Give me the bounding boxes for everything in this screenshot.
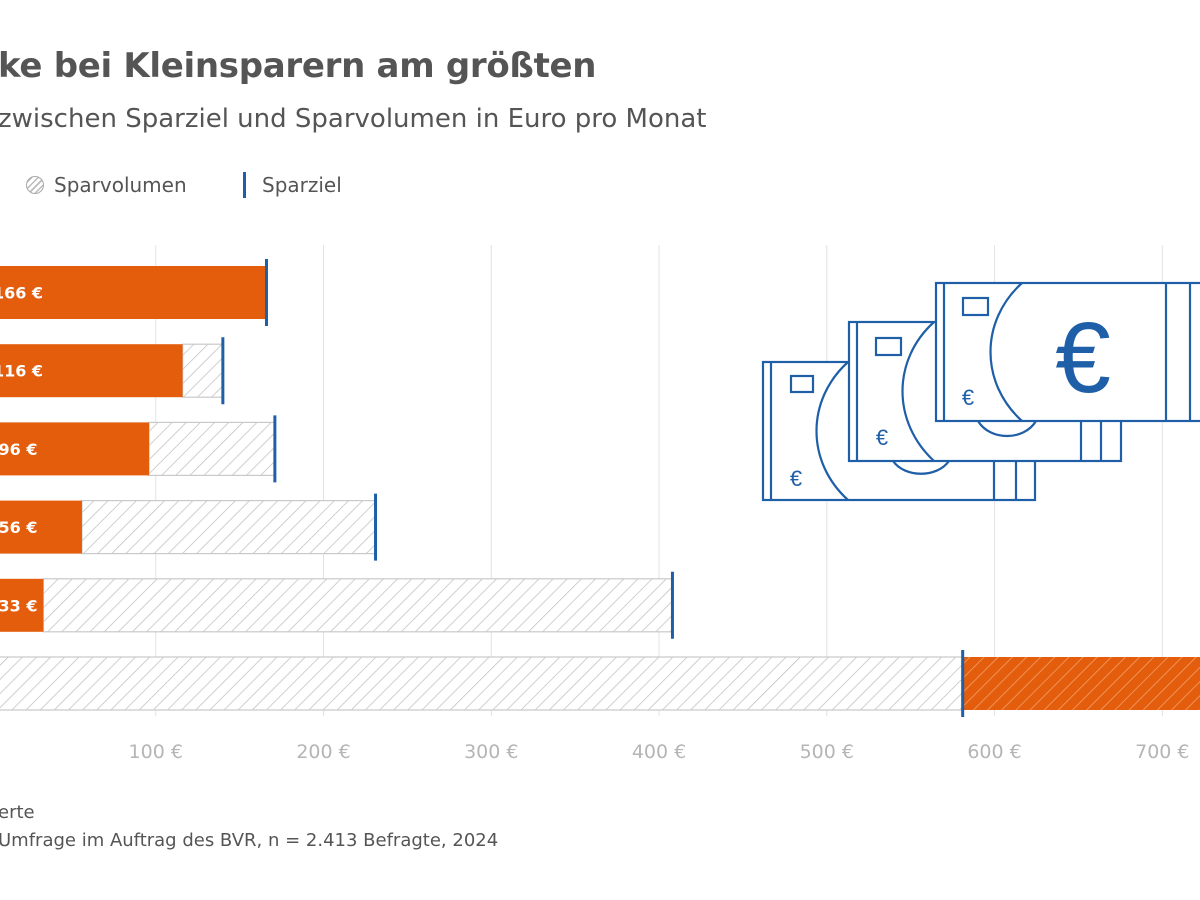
footnote-line-2: Umfrage im Auftrag des BVR, n = 2.413 Be… — [0, 830, 499, 851]
data-label: 33 € — [0, 596, 37, 615]
bar-row: 96 € — [0, 415, 277, 483]
legend: Sparvolumen Sparziel — [0, 170, 600, 200]
volume-bar — [0, 422, 150, 476]
gap-bar — [81, 500, 377, 555]
x-tick-label: 300 € — [464, 741, 518, 763]
volume-bar — [0, 344, 183, 398]
svg-text:€: € — [962, 385, 974, 410]
legend-item-goal: Sparziel — [243, 170, 342, 200]
goal-line-swatch-icon — [243, 172, 246, 198]
x-axis-ticks: 100 € 200 € 300 € 400 € 500 € 600 € 700 € — [129, 741, 1190, 763]
volume-bar — [0, 578, 44, 632]
bar-row: 116 € — [0, 337, 225, 405]
bar-row: 166 € — [0, 259, 268, 326]
x-tick-label: 700 € — [1135, 741, 1189, 763]
x-tick-label: 100 € — [129, 741, 183, 763]
data-label: 116 € — [0, 362, 43, 381]
svg-text:€: € — [1055, 302, 1111, 414]
data-label: 96 € — [0, 440, 37, 459]
bar-row: 33 € — [0, 571, 674, 639]
footnote-line-1: erte — [0, 802, 35, 823]
legend-label-goal: Sparziel — [262, 173, 342, 197]
goal-segment-bar — [0, 656, 964, 711]
volume-bar — [0, 500, 82, 554]
x-tick-label: 600 € — [967, 741, 1021, 763]
gap-bar — [182, 343, 224, 398]
volume-bar — [0, 266, 267, 319]
bar-row — [0, 650, 1200, 717]
excess-volume-bar — [962, 657, 1200, 710]
legend-label-volume: Sparvolumen — [54, 173, 187, 197]
hatch-swatch-icon — [26, 176, 44, 194]
chart-title: ke bei Kleinsparern am größten — [0, 46, 597, 86]
data-label: 166 € — [0, 284, 43, 303]
gap-bar — [42, 578, 674, 633]
data-label: 56 € — [0, 518, 37, 537]
bars: 166 € 116 € 96 € 56 € 33 € — [0, 259, 1200, 717]
svg-text:€: € — [790, 466, 802, 491]
gap-bar — [148, 421, 276, 476]
x-tick-label: 400 € — [632, 741, 686, 763]
bar-row: 56 € — [0, 493, 378, 561]
x-tick-label: 500 € — [800, 741, 854, 763]
legend-item-volume: Sparvolumen — [26, 170, 187, 200]
svg-text:€: € — [876, 425, 888, 450]
chart-subtitle: zwischen Sparziel und Sparvolumen in Eur… — [0, 104, 707, 134]
banknote-icon: € € — [934, 281, 1200, 437]
euro-banknotes-icon: € € € € — [761, 281, 1200, 502]
x-tick-label: 200 € — [296, 741, 350, 763]
